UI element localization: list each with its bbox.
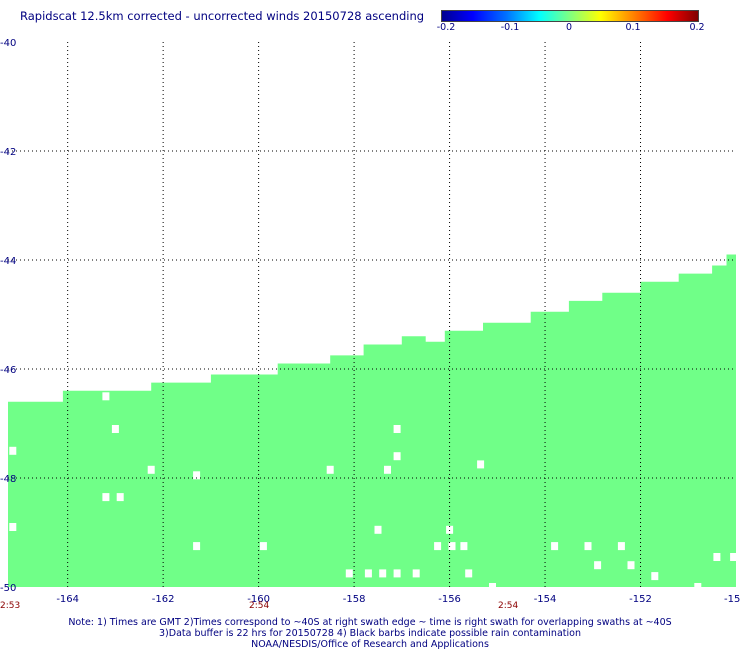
footer-credit: NOAA/NESDIS/Office of Research and Appli… [251,639,489,650]
data-gap [713,553,721,561]
footer-note-2: 3)Data buffer is 22 hrs for 20150728 4) … [159,628,581,639]
longitude-tick-label: -158 [343,594,366,605]
data-gap [384,465,391,474]
data-gap [584,542,592,551]
data-gap [326,465,334,474]
data-gap [111,425,119,433]
data-gap [434,542,442,551]
longitude-tick-label: -160 [247,594,270,605]
latitude-tick-label: -42 [0,147,16,158]
data-gap [393,425,401,433]
longitude-tick-label: -152 [629,594,652,605]
data-gap [594,561,602,570]
data-gap [193,542,201,551]
data-gap [9,446,17,455]
colorbar-label: 0.2 [689,22,705,33]
time-label: 2:54 [498,601,519,611]
latitude-tick-label: -50 [0,583,16,594]
footer-note-1: Note: 1) Times are GMT 2)Times correspon… [68,617,672,628]
longitude-tick-label: -162 [152,594,175,605]
colorbar-label: -0.2 [436,22,456,33]
data-gap [374,525,382,534]
data-gap [446,525,454,534]
data-gap [9,523,17,531]
data-gap [477,460,485,469]
data-gap [412,569,420,578]
data-gap [627,561,635,570]
data-gap [379,569,387,578]
latitude-tick-label: -48 [0,474,16,485]
latitude-tick-label: -46 [0,365,16,376]
data-gap [460,542,468,551]
data-gap [193,471,201,480]
map-title: Rapidscat 12.5km corrected - uncorrected… [20,9,425,23]
data-gap [259,542,267,551]
time-label: 2:53 [0,601,21,611]
data-gap [345,569,353,578]
data-gap [393,569,401,578]
data-gap [551,542,559,551]
longitude-tick-label: -150 [724,594,740,605]
data-gap [730,553,738,561]
data-gap [617,542,625,551]
colorbar [441,10,699,22]
data-gap [35,392,43,401]
colorbar-label: 0.1 [625,22,641,33]
latitude-tick-label: -40 [0,38,16,49]
longitude-tick-label: -164 [56,594,79,605]
colorbar-label: -0.1 [500,22,520,33]
data-gap [448,542,456,551]
data-gap [102,493,110,502]
data-gap [116,493,124,502]
colorbar-label: 0 [565,22,573,33]
data-gap [147,465,155,474]
longitude-tick-label: -154 [534,594,557,605]
data-gap [393,452,401,461]
data-gap [465,569,473,578]
longitude-tick-label: -156 [438,594,461,605]
data-gap [102,392,110,401]
data-gap [364,569,372,578]
wind-swath [8,254,736,587]
data-gap [489,583,496,591]
time-label: 2:54 [249,601,270,611]
data-gap [694,583,702,591]
data-gap [651,572,659,581]
latitude-tick-label: -44 [0,256,16,267]
